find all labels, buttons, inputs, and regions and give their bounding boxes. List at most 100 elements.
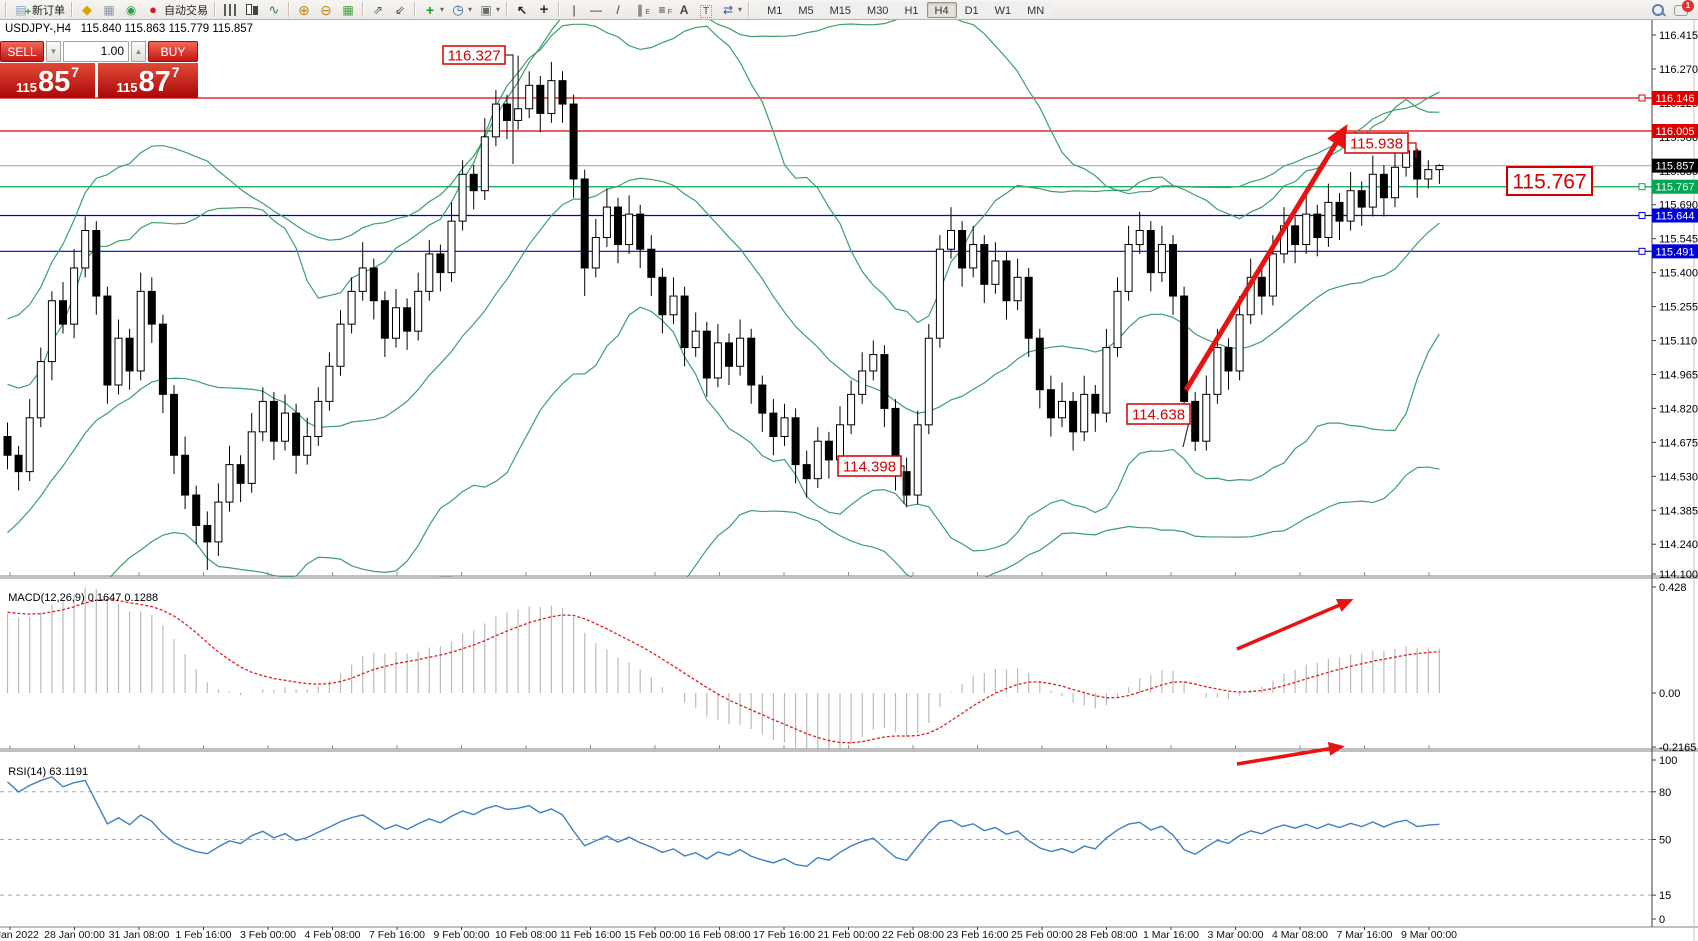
macd-tick-label: 0.00 [1659,688,1680,700]
candle [1391,166,1399,199]
toolbar-text[interactable] [673,1,695,19]
candle [1091,393,1100,414]
toolbar-indicators[interactable] [367,1,389,19]
time-axis-label: 28 Feb 08:00 [1076,929,1138,941]
tile-windows-icon [340,2,356,18]
new-order-icon [13,2,31,21]
toolbar-channel[interactable] [629,1,651,21]
candle [81,229,90,269]
candle [436,253,445,274]
price-badge [1652,123,1698,138]
candle [913,424,922,496]
buy-button[interactable]: BUY [148,41,198,62]
candle [736,337,745,367]
candle [1046,389,1055,419]
tf-d1[interactable]: D1 [956,1,987,18]
toolbar-separator [288,2,290,17]
candle [347,290,356,325]
trend-arrow[interactable] [1236,598,1354,651]
price-annotation[interactable]: 115.938 [1344,132,1417,158]
search-icon[interactable] [1650,2,1666,23]
candle [92,229,101,297]
price-tick-label: 114.385 [1659,505,1698,517]
candle [414,290,423,332]
candle [813,440,822,480]
toolbar-autotrade[interactable]: 自动交易 [142,1,211,19]
candle [1169,244,1177,297]
line-handle[interactable] [1638,247,1646,255]
tf-m15[interactable]: M15 [821,1,860,18]
toolbar-line-chart[interactable] [263,1,285,19]
toolbar-crosshair[interactable] [533,1,555,19]
macd-indicator [6,587,1441,749]
zoom-in-icon [296,2,312,18]
candle [1368,173,1377,208]
tf-w1[interactable]: W1 [986,1,1020,18]
candle [802,464,811,480]
price-annotation[interactable]: 116.327 [442,45,514,164]
toolbar-new-order[interactable]: 新订单 [10,1,68,21]
trend-arrow[interactable] [1236,741,1345,766]
price-annotation[interactable]: 114.398 [837,455,905,504]
candle [569,103,578,180]
time-axis-label: 21 Feb 00:00 [818,929,880,941]
toolbar-data-window[interactable] [98,1,120,19]
toolbar-vline[interactable] [563,1,585,19]
trend-arrow[interactable] [1183,124,1348,392]
tf-h1[interactable]: H1 [896,1,927,18]
buy-price-panel[interactable]: 115 87 7 [98,63,198,98]
line-chart-icon [266,2,282,18]
line-handle[interactable] [1638,183,1646,191]
toolbar-template[interactable]: ▾ [475,1,503,19]
toolbar-add-indicator[interactable]: ▾ [419,1,447,19]
sell-button[interactable]: SELL [0,41,44,62]
add-indicator-icon [422,2,438,18]
toolbar-zoom-in[interactable] [293,1,315,19]
price-annotation-label: 114.398 [843,458,896,475]
rsi-tick-label: 50 [1659,835,1671,847]
candle [1324,201,1333,239]
tf-mn[interactable]: MN [1019,1,1053,18]
tf-m30[interactable]: M30 [859,1,897,18]
volume-up-button[interactable]: ▲ [131,41,146,62]
tf-h4[interactable]: H4 [926,1,957,18]
price-annotation-label: 116.327 [447,47,500,64]
toolbar-market-watch[interactable] [76,1,98,19]
sell-price-panel[interactable]: 115 85 7 [0,63,95,98]
toolbar-fibonacci[interactable] [651,1,673,21]
tf-m1[interactable]: M1 [759,1,791,18]
volume-down-button[interactable]: ▼ [46,41,61,62]
price-annotation-label: 115.767 [1512,171,1586,194]
tf-m5[interactable]: M5 [790,1,822,18]
line-handle[interactable] [1638,94,1646,102]
toolbar-candles[interactable] [241,1,263,19]
candlestick-series [3,55,1444,570]
toolbar-arrange-windows[interactable] [389,1,411,19]
candle [702,330,711,379]
candle [281,412,289,442]
toolbar-hline[interactable] [585,1,607,19]
toolbar-cycles[interactable]: ▾ [447,1,475,19]
toolbar-bars[interactable] [219,1,241,19]
notifications-icon[interactable]: 1 [1674,0,1694,23]
toolbar-label[interactable] [695,1,717,19]
price-badge [1652,90,1698,105]
candle [425,253,434,292]
volume-input[interactable]: 1.00 [63,41,129,62]
time-axis-label: 31 Jan 08:00 [109,929,170,941]
price-badge-label: 115.767 [1656,182,1695,194]
toolbar-shapes[interactable]: ▾ [717,1,745,19]
cursor-icon [514,2,530,18]
time-axis-label: 22 Feb 08:00 [882,929,944,941]
toolbar-signal[interactable] [120,1,142,19]
toolbar-tile-windows[interactable] [337,1,359,19]
candle [1202,393,1211,442]
price-annotation[interactable]: 115.767 [1506,166,1593,196]
price-annotation[interactable]: 114.638 [1126,403,1191,448]
toolbar-trendline[interactable] [607,1,629,19]
toolbar-cursor[interactable] [511,1,533,19]
candle [1058,400,1066,419]
toolbar-zoom-out[interactable] [315,1,337,19]
line-handle[interactable] [1638,212,1646,220]
